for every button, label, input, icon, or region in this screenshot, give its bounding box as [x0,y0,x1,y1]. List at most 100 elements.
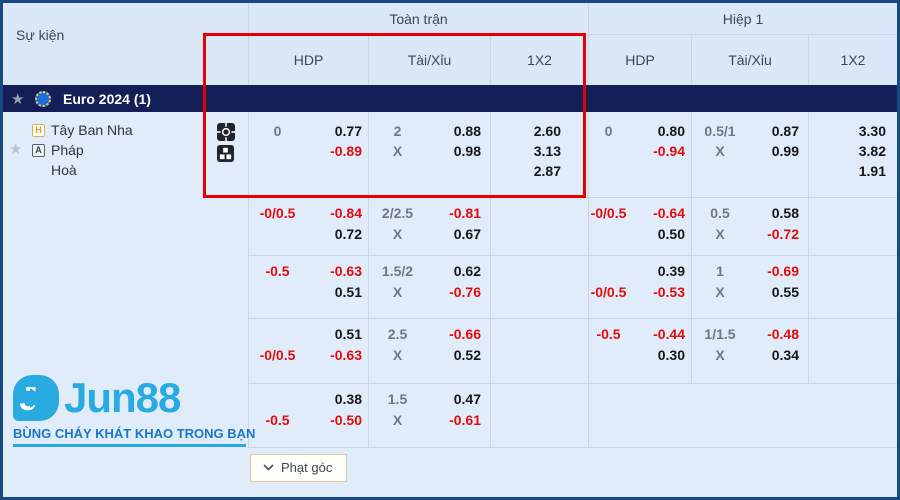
match-favorite-star-icon[interactable]: ★ [9,141,23,158]
odds-value[interactable]: -0.89 [330,143,362,159]
odds-value[interactable]: -0.76 [449,284,481,300]
odds-value[interactable]: 3.30 [858,123,886,139]
first-half-header: Hiệp 1 [588,3,897,35]
away-badge: A [32,143,45,157]
odds-value[interactable]: -0.69 [767,263,799,279]
corner-kicks-label: Phạt góc [281,460,333,475]
league-favorite-star-icon[interactable]: ★ [11,90,25,108]
line-value: X [392,347,403,363]
pitch-tracker-icon[interactable] [216,123,235,141]
odds-value[interactable]: 0.51 [334,326,362,342]
ft-x12-cell: 2.60 3.13 2.87 [490,112,588,197]
odds-value[interactable]: 0.51 [334,284,362,300]
odds-value[interactable]: 0.62 [453,263,481,279]
line-value: -0/0.5 [259,205,296,221]
ft-hdp-line-cell: 0 [248,112,306,197]
odds-value[interactable]: 0.34 [771,347,799,363]
h1-x12-cell [808,197,897,255]
ft-hdp-line-cell: -0.5 [248,255,306,318]
away-team-line: ★ A Pháp [3,140,203,160]
line-value [249,141,306,161]
extra-odds-rows: -0/0.5 -0.84 0.72 2/2.5 X -0.81 0.67 -0/0.5 -0.6… [3,197,897,447]
line-value: 1/1.5 [704,326,736,342]
h1-hdp-odds-cell: 0.39 -0.53 [628,255,691,318]
odds-value[interactable]: 0.52 [453,347,481,363]
odds-value[interactable]: -0.50 [330,412,362,428]
odds-value[interactable]: -0.94 [653,143,685,159]
odds-value[interactable]: -0.66 [449,326,481,342]
line-value [589,261,628,282]
line-value [589,345,628,366]
tools-empty-cell [203,255,248,318]
odds-value[interactable]: -0.48 [767,326,799,342]
h1-hdp-odds-cell: 0.80 -0.94 [628,112,691,197]
odds-value[interactable]: -0.44 [653,326,685,342]
line-value: X [392,143,403,159]
h1-ou-odds-cell: -0.69 0.55 [748,255,808,318]
odds-value[interactable]: 0.99 [771,143,799,159]
stats-icon[interactable] [217,145,234,162]
line-value: -0/0.5 [590,205,627,221]
odds-value[interactable]: 0.38 [334,391,362,407]
odds-value[interactable]: 0.30 [657,347,685,363]
odds-value[interactable]: 3.82 [858,143,886,159]
home-team-name: Tây Ban Nha [51,122,133,138]
odds-row: -0.5 -0.63 0.51 1.5/2 X 0.62 -0.76 -0/0.5 0.39 -0… [3,255,897,318]
odds-value[interactable]: 1.91 [858,163,886,179]
h1-hdp-odds-cell: -0.64 0.50 [628,197,691,255]
odds-value[interactable]: 0.72 [334,226,362,242]
odds-value[interactable]: 0.39 [657,263,685,279]
odds-value[interactable]: 0.88 [453,123,481,139]
odds-value[interactable]: 0.80 [657,123,685,139]
odds-value[interactable]: 0.67 [453,226,481,242]
odds-value[interactable]: 0.50 [657,226,685,242]
home-team-line: H Tây Ban Nha [3,120,203,140]
line-value: -0.5 [596,326,621,342]
odds-value[interactable]: 0.77 [334,123,362,139]
match-teams-cell: H Tây Ban Nha ★ A Pháp Hoà [3,112,203,197]
odds-value[interactable]: 0.58 [771,205,799,221]
line-value: 0 [273,123,282,139]
brand-watermark: J Jun88 BÙNG CHÁY KHÁT KHAO TRONG BẠN [13,374,255,447]
odds-value[interactable]: 0.87 [771,123,799,139]
odds-value[interactable]: 0.98 [453,143,481,159]
line-value [589,141,628,161]
odds-value[interactable]: 0.55 [771,284,799,300]
ft-hdp-line-cell: -0/0.5 [248,197,306,255]
line-value: 2/2.5 [381,205,414,221]
odds-value[interactable]: -0.84 [330,205,362,221]
line-value: X [392,412,403,428]
corner-kicks-button[interactable]: Phạt góc [250,454,348,482]
odds-value[interactable]: -0.63 [330,263,362,279]
odds-value[interactable]: -0.53 [653,284,685,300]
odds-value[interactable]: 2.60 [533,123,561,139]
ft-ou-line-cell: 2/2.5 X [368,197,426,255]
match-tools-cell [203,112,248,197]
brand-tagline: BÙNG CHÁY KHÁT KHAO TRONG BẠN [13,426,256,441]
odds-value[interactable]: -0.61 [449,412,481,428]
ft-ou-odds-cell: -0.81 0.67 [426,197,490,255]
odds-row: -0/0.5 -0.84 0.72 2/2.5 X -0.81 0.67 -0/0.5 -0.6… [3,197,897,255]
odds-value[interactable]: 2.87 [533,163,561,179]
odds-value[interactable]: -0.72 [767,226,799,242]
line-value: 0.5 [710,205,730,221]
ft-x12-cell [490,197,588,255]
odds-value[interactable]: 3.13 [533,143,561,159]
odds-row: -0.5 0.38 -0.50 1.5 X 0.47 -0.61 [3,383,897,447]
odds-value[interactable]: -0.64 [653,205,685,221]
odds-value[interactable]: 0.47 [453,391,481,407]
divider [248,447,897,448]
ft-hdp-odds-cell: -0.63 0.51 [306,255,368,318]
league-row[interactable]: ★ Euro 2024 (1) [3,85,897,112]
odds-value[interactable]: -0.81 [449,205,481,221]
h1-empty-cell [588,383,897,447]
ft-ou-odds-cell: -0.66 0.52 [426,318,490,383]
ft-hdp-odds-cell: -0.84 0.72 [306,197,368,255]
h1-ou-line-cell: 1/1.5 X [691,318,748,383]
odds-value[interactable]: -0.63 [330,347,362,363]
line-value: 1 [716,263,724,279]
ft-hdp-line-cell: -0/0.5 [248,318,306,383]
